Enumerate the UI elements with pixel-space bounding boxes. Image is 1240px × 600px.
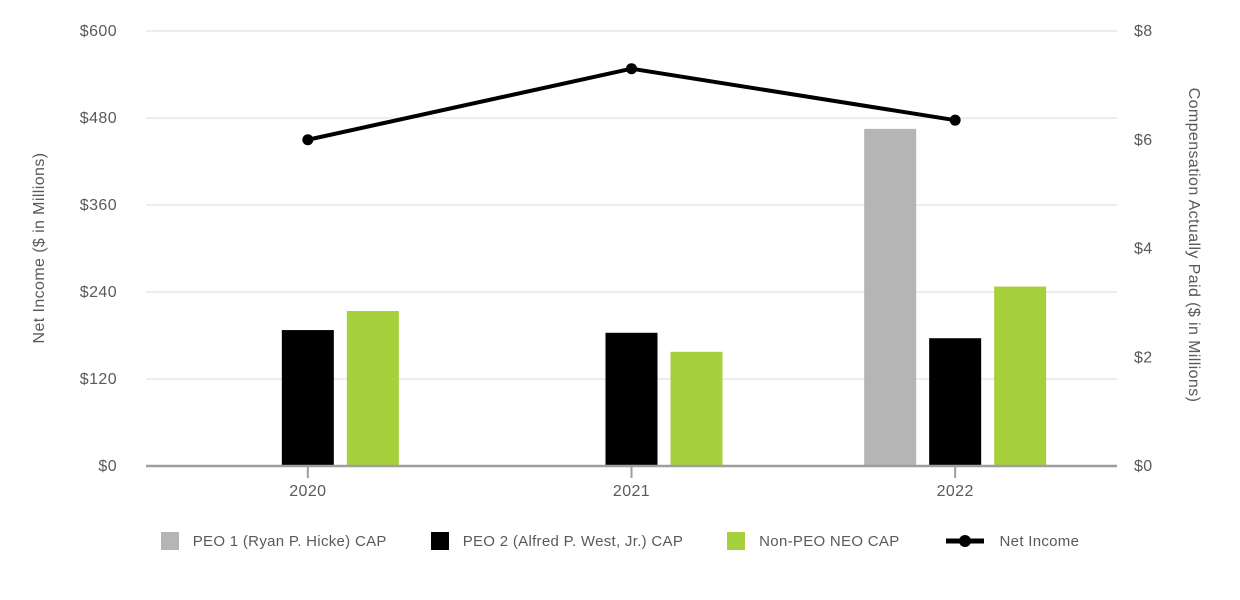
left-axis-tick-label: $600 — [80, 23, 117, 40]
legend-swatch-icon — [727, 532, 746, 550]
right-axis-tick-label: $6 — [1134, 132, 1153, 149]
left-axis-tick-label: $480 — [80, 110, 117, 127]
bar-series3-2020 — [346, 311, 399, 466]
net-income-line — [307, 66, 956, 142]
net-income-point-2022 — [949, 114, 961, 126]
net-income-point-2021 — [626, 63, 637, 75]
left-axis-tick-label: $240 — [80, 284, 117, 301]
legend-item-net-income: Net Income — [944, 533, 1080, 550]
x-axis-tick-label: 2020 — [289, 483, 326, 500]
left-axis-tick-label: $120 — [80, 371, 117, 388]
right-axis-tick-label: $4 — [1134, 241, 1153, 258]
net-income-point-2020 — [302, 134, 314, 146]
x-axis-tick-label: 2021 — [613, 483, 650, 500]
legend-line-marker-icon — [945, 535, 984, 547]
left-axis-tick-label: $360 — [80, 197, 117, 214]
right-axis-tick-label: $0 — [1134, 458, 1153, 475]
left-axis-tick-label: $0 — [98, 458, 117, 475]
legend-label: PEO 2 (Alfred P. West, Jr.) CAP — [462, 532, 684, 550]
legend-item-series1: PEO 1 (Ryan P. Hicke) CAP — [160, 532, 387, 550]
legend-item-series2: PEO 2 (Alfred P. West, Jr.) CAP — [430, 532, 684, 550]
bar-series2-2022 — [929, 338, 982, 466]
right-axis-tick-label: $8 — [1134, 23, 1153, 40]
legend-swatch-icon — [160, 532, 179, 550]
legend-swatch-icon — [430, 532, 449, 550]
bar-series3-2022 — [994, 286, 1047, 466]
legend: PEO 1 (Ryan P. Hicke) CAP PEO 2 (Alfred P… — [0, 532, 1240, 550]
legend-item-series3: Non-PEO NEO CAP — [727, 532, 899, 550]
legend-label: Non-PEO NEO CAP — [759, 532, 900, 550]
x-axis-tick-label: 2022 — [937, 483, 974, 500]
bar-series2-2020 — [281, 330, 334, 466]
right-axis-tick-label: $2 — [1134, 349, 1153, 366]
legend-label: Net Income — [999, 532, 1080, 550]
bar-series2-2021 — [605, 332, 658, 466]
bar-series3-2021 — [670, 351, 723, 466]
legend-label: PEO 1 (Ryan P. Hicke) CAP — [192, 532, 387, 550]
left-axis-title: Net Income ($ in Millions) — [31, 152, 48, 344]
bar-series1-2022 — [864, 128, 917, 466]
right-axis-title: Compensation Actually Paid ($ in Million… — [1185, 87, 1202, 403]
